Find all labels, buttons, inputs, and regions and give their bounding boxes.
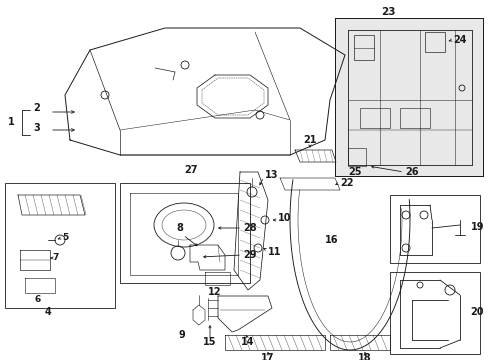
Text: 8: 8 <box>176 223 183 233</box>
Text: 20: 20 <box>469 307 483 317</box>
Text: 15: 15 <box>203 337 216 347</box>
Text: 13: 13 <box>264 170 278 180</box>
Bar <box>334 18 482 176</box>
Text: 9: 9 <box>178 330 185 340</box>
Text: 10: 10 <box>278 213 291 223</box>
Text: 24: 24 <box>452 35 466 45</box>
Text: 19: 19 <box>469 222 483 232</box>
Bar <box>347 148 365 166</box>
Text: 3: 3 <box>33 123 40 133</box>
Bar <box>399 108 429 128</box>
Text: 27: 27 <box>184 165 197 175</box>
Text: 6: 6 <box>35 296 41 305</box>
Text: 11: 11 <box>267 247 281 257</box>
Bar <box>359 108 389 128</box>
Text: 22: 22 <box>339 178 353 188</box>
Text: 28: 28 <box>243 223 256 233</box>
Text: 12: 12 <box>208 287 221 297</box>
Bar <box>424 32 444 52</box>
Text: 29: 29 <box>243 250 256 260</box>
Bar <box>389 272 479 354</box>
Bar <box>334 18 482 176</box>
Text: 17: 17 <box>261 353 274 360</box>
Bar <box>5 183 115 308</box>
Text: 23: 23 <box>380 7 394 17</box>
Text: 4: 4 <box>44 307 51 317</box>
Bar <box>334 18 482 176</box>
Text: 25: 25 <box>347 167 361 177</box>
Text: 14: 14 <box>241 337 254 347</box>
Bar <box>120 183 249 283</box>
Text: 5: 5 <box>62 234 68 243</box>
Text: 16: 16 <box>325 235 338 245</box>
Text: 1: 1 <box>8 117 15 127</box>
Text: 21: 21 <box>303 135 316 145</box>
Bar <box>353 35 373 60</box>
Text: 2: 2 <box>33 103 40 113</box>
Text: 26: 26 <box>404 167 418 177</box>
Bar <box>389 195 479 263</box>
Text: 18: 18 <box>357 353 371 360</box>
Text: 7: 7 <box>52 253 58 262</box>
